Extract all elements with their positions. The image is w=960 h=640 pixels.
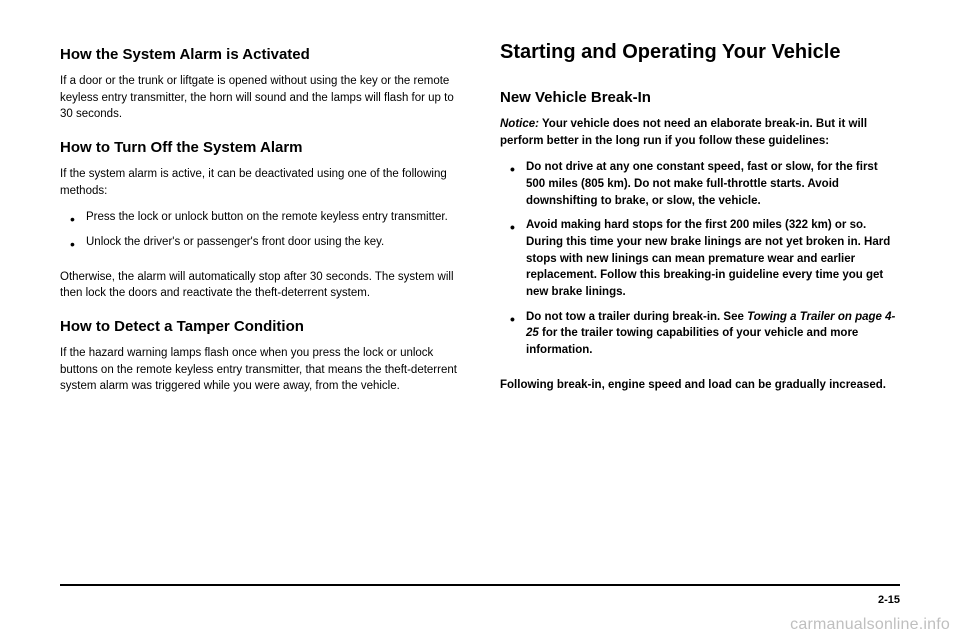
notice-body: Your vehicle does not need an elaborate … [500,118,867,147]
page-number: 2-15 [878,594,900,606]
break-in-guidelines-list: Do not drive at any one constant speed, … [500,159,900,366]
list-item: Avoid making hard stops for the first 20… [500,217,900,300]
heading-break-in: New Vehicle Break-In [500,89,900,106]
watermark-text: carmanualsonline.info [790,616,950,634]
list-item: Do not drive at any one constant speed, … [500,159,900,209]
notice-lead: Notice: [500,118,539,130]
list-item: Do not tow a trailer during break-in. Se… [500,309,900,359]
footer-divider [60,584,900,586]
bullet-text-post: for the trailer towing capabilities of y… [526,327,858,356]
right-column: Starting and Operating Your Vehicle New … [500,40,900,560]
para-otherwise: Otherwise, the alarm will automatically … [60,269,460,302]
list-item: Press the lock or unlock button on the r… [60,209,460,226]
bullet-text-pre: Do not tow a trailer during break-in. Se… [526,311,747,323]
para-following-break-in: Following break-in, engine speed and loa… [500,377,900,394]
deactivate-methods-list: Press the lock or unlock button on the r… [60,209,460,258]
para-tamper: If the hazard warning lamps flash once w… [60,345,460,395]
para-deactivate-intro: If the system alarm is active, it can be… [60,166,460,199]
list-item: Unlock the driver's or passenger's front… [60,234,460,251]
heading-alarm-activated: How the System Alarm is Activated [60,46,460,63]
para-alarm-activated: If a door or the trunk or liftgate is op… [60,73,460,123]
page-columns: How the System Alarm is Activated If a d… [60,40,900,560]
heading-tamper: How to Detect a Tamper Condition [60,318,460,335]
heading-turn-off-alarm: How to Turn Off the System Alarm [60,139,460,156]
notice-block: Notice: Your vehicle does not need an el… [500,116,900,149]
heading-starting-operating: Starting and Operating Your Vehicle [500,40,900,65]
left-column: How the System Alarm is Activated If a d… [60,40,460,560]
